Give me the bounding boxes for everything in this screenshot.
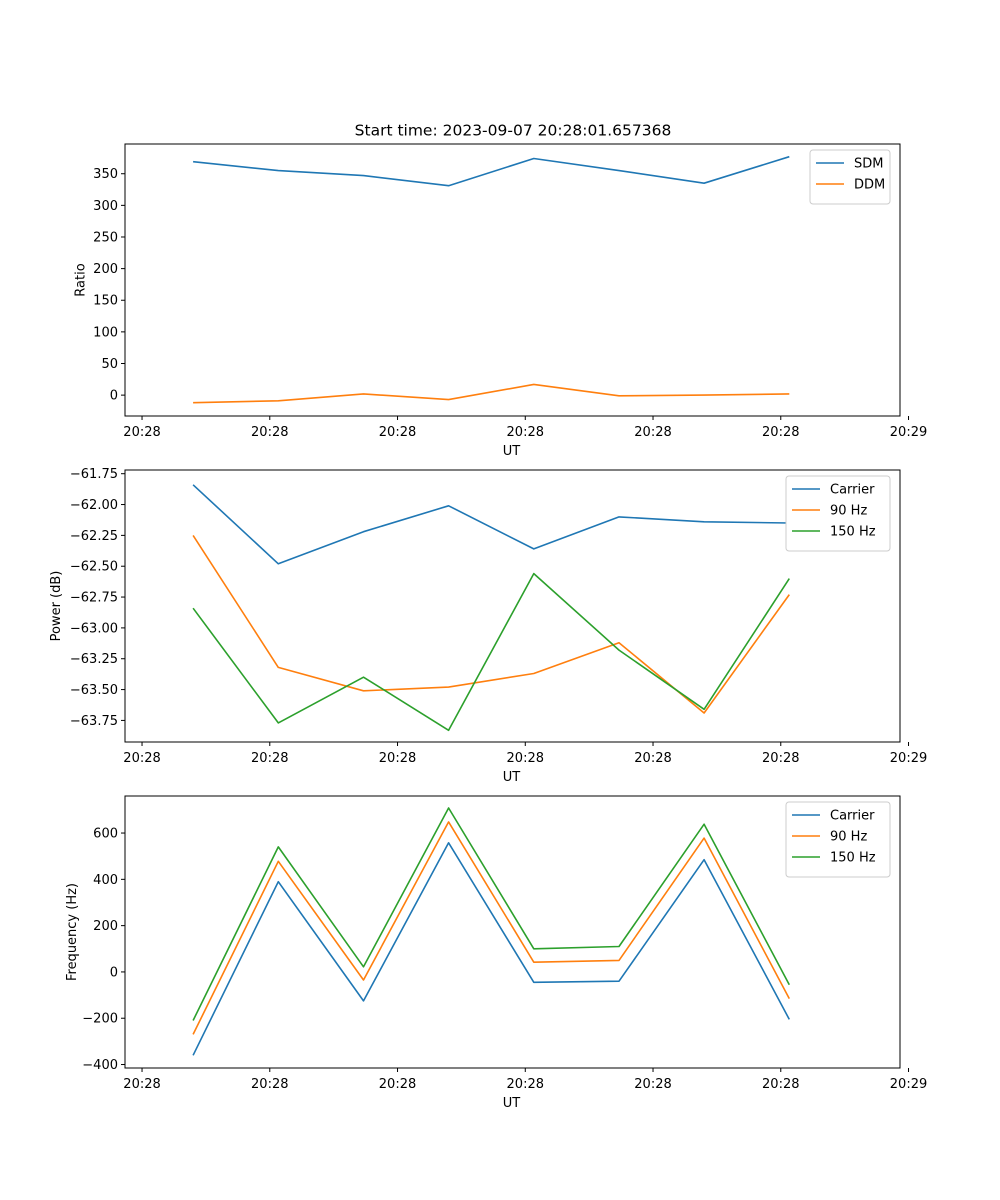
y-tick-label: 200 [93, 262, 118, 277]
y-tick-label: −61.75 [70, 467, 118, 482]
y-axis-label: Power (dB) [49, 571, 64, 642]
x-tick-label: 20:29 [890, 425, 927, 440]
x-tick-label: 20:28 [123, 751, 160, 766]
panel-2: 20:28 20:28 20:28 20:28 20:28 20:28 20:29 −63.7… [49, 467, 927, 785]
x-tick-label: 20:28 [123, 425, 160, 440]
x-tick-label: 20:28 [379, 425, 416, 440]
legend-label: 90 Hz [830, 830, 867, 845]
series-line-150-hz [192, 572, 790, 732]
legend: Carrier 90 Hz 150 Hz [785, 475, 891, 552]
x-tick-label: 20:28 [507, 1077, 544, 1092]
legend-label: Carrier [830, 809, 875, 824]
figure-title: Start time: 2023-09-07 20:28:01.657368 [355, 122, 672, 140]
y-tick-label: −63.75 [70, 714, 118, 729]
panels: 20:28 20:28 20:28 20:28 20:28 20:28 20:29 0 50 10… [49, 143, 927, 1111]
x-tick-label: 20:28 [507, 751, 544, 766]
legend-label: DDM [854, 178, 885, 193]
series-line-carrier [192, 841, 791, 1056]
legend: SDM DDM [809, 149, 891, 205]
x-tick-label: 20:28 [762, 1077, 799, 1092]
y-tick-label: 0 [110, 389, 118, 404]
legend-label: Carrier [830, 483, 875, 498]
axes-frame [124, 795, 901, 1069]
x-tick-label: 20:28 [251, 751, 288, 766]
y-tick-label: 200 [93, 919, 118, 934]
legend-box [785, 475, 891, 552]
x-tick-label: 20:28 [634, 425, 671, 440]
y-tick-label: −62.00 [70, 498, 118, 513]
y-axis-label: Ratio [73, 263, 88, 296]
x-tick-label: 20:28 [762, 751, 799, 766]
x-tick-label: 20:28 [762, 425, 799, 440]
x-tick-label: 20:28 [251, 1077, 288, 1092]
y-tick-label: −63.25 [70, 652, 118, 667]
axes-frame [124, 143, 901, 417]
x-tick-label: 20:28 [634, 1077, 671, 1092]
series-line-ddm [193, 383, 790, 404]
series-line-150-hz [192, 807, 791, 1021]
legend-label: 90 Hz [830, 504, 867, 519]
x-tick-label: 20:28 [634, 751, 671, 766]
legend: Carrier 90 Hz 150 Hz [785, 801, 891, 878]
x-tick-label: 20:29 [890, 1077, 927, 1092]
x-tick-label: 20:28 [379, 1077, 416, 1092]
y-tick-label: 150 [93, 294, 118, 309]
legend-label: SDM [854, 157, 883, 172]
y-tick-label: 400 [93, 873, 118, 888]
legend-label: 150 Hz [830, 525, 876, 540]
y-tick-label: 100 [93, 325, 118, 340]
y-tick-label: 350 [93, 167, 118, 182]
x-axis-label: UT [503, 770, 521, 785]
y-tick-label: −400 [82, 1058, 118, 1073]
x-tick-label: 20:28 [507, 425, 544, 440]
y-axis-label: Frequency (Hz) [65, 883, 80, 981]
axes-frame [124, 469, 901, 743]
x-axis-label: UT [503, 1096, 521, 1111]
y-tick-label: −63.00 [70, 621, 118, 636]
panel-1: 20:28 20:28 20:28 20:28 20:28 20:28 20:29 0 50 10… [73, 143, 927, 459]
y-tick-label: 250 [93, 230, 118, 245]
legend-box [785, 801, 891, 878]
x-tick-label: 20:28 [123, 1077, 160, 1092]
series-line-carrier [192, 484, 790, 565]
series-line-sdm [193, 155, 790, 187]
y-tick-label: −62.25 [70, 529, 118, 544]
y-tick-label: −62.75 [70, 591, 118, 606]
y-tick-label: 300 [93, 199, 118, 214]
x-tick-label: 20:28 [251, 425, 288, 440]
y-tick-label: 50 [101, 357, 118, 372]
x-axis-label: UT [503, 444, 521, 459]
x-tick-label: 20:28 [379, 751, 416, 766]
series-line-90-hz [192, 534, 790, 714]
y-tick-label: −63.50 [70, 683, 118, 698]
y-tick-label: 0 [110, 965, 118, 980]
series-line-90-hz [192, 821, 791, 1035]
x-tick-label: 20:29 [890, 751, 927, 766]
y-tick-label: −62.50 [70, 560, 118, 575]
y-tick-label: 600 [93, 827, 118, 842]
panel-3: 20:28 20:28 20:28 20:28 20:28 20:28 20:29 −400 −… [65, 795, 927, 1111]
legend-label: 150 Hz [830, 851, 876, 866]
y-tick-label: −200 [82, 1012, 118, 1027]
